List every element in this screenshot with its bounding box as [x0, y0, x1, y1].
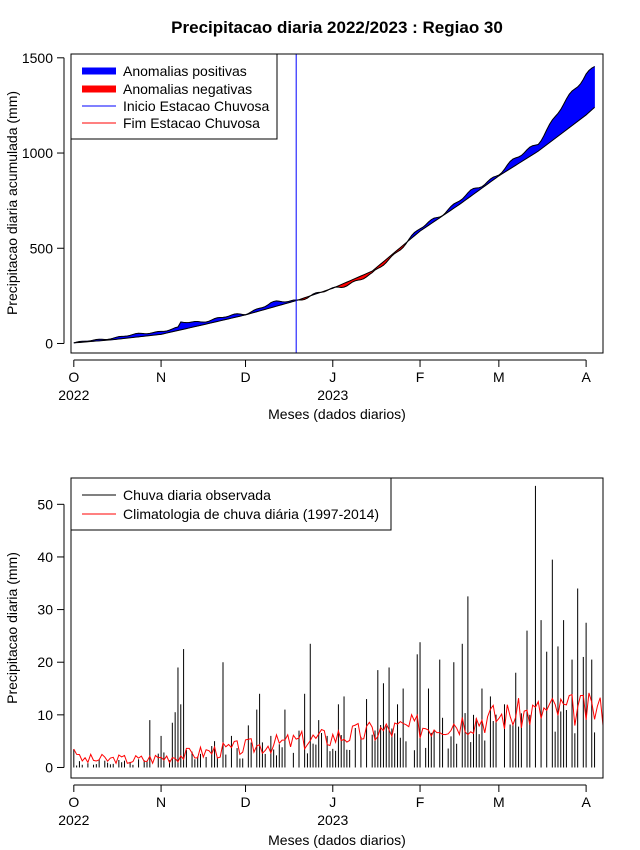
daily-chart: 0 10 20 30 40 50 O N D J F M A 2022 2023 Meses (dados…	[4, 477, 604, 848]
x-axis-label: Meses (dados diarios)	[268, 406, 406, 422]
bottom-x-tick-label: J	[329, 794, 336, 810]
climatology-daily-line	[73, 692, 604, 765]
climatology-line	[73, 692, 604, 765]
year-label: 2022	[58, 387, 89, 403]
x-tick-label: D	[240, 369, 250, 385]
legend-label-positive: Anomalias positivas	[123, 63, 247, 79]
chart-title: Precipitacao diaria 2022/2023 : Regiao 3…	[171, 18, 503, 37]
plot-frame	[70, 53, 604, 354]
x-tick-label: J	[329, 369, 336, 385]
accumulated-lines	[73, 66, 595, 344]
bottom-y-tick-label: 40	[37, 549, 53, 565]
bottom-year-label: 2022	[58, 812, 89, 828]
positive-anomaly-segment	[591, 66, 595, 111]
y-axis-bottom: 0 10 20 30 40 50	[37, 496, 65, 775]
climatology-accumulated-line	[73, 106, 595, 344]
bottom-x-tick-label: D	[240, 794, 250, 810]
positive-anomaly-segment	[568, 90, 573, 129]
bottom-y-tick-label: 10	[37, 707, 53, 723]
legend-label-negative: Anomalias negativas	[123, 81, 252, 97]
legend: Anomalias positivas Anomalias negativas …	[70, 53, 278, 140]
legend-label-observed: Chuva diaria observada	[123, 487, 271, 503]
positive-anomaly-segment	[577, 83, 581, 122]
legend-box-bottom	[70, 477, 392, 531]
y-tick-label: 1500	[22, 50, 53, 66]
legend-label-climatology: Climatologia de chuva diária (1997-2014)	[123, 506, 379, 522]
positive-anomaly-segment	[180, 321, 184, 331]
x-axis-label-bottom: Meses (dados diarios)	[268, 832, 406, 848]
positive-anomaly-segment	[580, 78, 584, 120]
bottom-x-tick-label: M	[493, 794, 505, 810]
positive-anomaly-segment	[571, 88, 576, 127]
x-tick-label: N	[156, 369, 166, 385]
bottom-y-tick-label: 20	[37, 654, 53, 670]
bottom-x-tick-label: O	[68, 794, 79, 810]
x-axis-bottom: O N D J F M A 2022 2023	[58, 784, 591, 828]
bottom-y-tick-label: 0	[45, 759, 53, 775]
x-tick-label: O	[68, 369, 79, 385]
bottom-y-tick-label: 30	[37, 602, 53, 618]
positive-anomaly-segment	[585, 69, 590, 116]
y-axis: 0 500 1000 1500	[22, 50, 65, 351]
year-label: 2023	[317, 387, 348, 403]
bottom-x-tick-label: A	[581, 794, 591, 810]
legend-bottom: Chuva diaria observada Climatologia de c…	[70, 477, 392, 531]
y-tick-label: 500	[30, 240, 54, 256]
x-tick-label: F	[416, 369, 425, 385]
x-tick-label: A	[581, 369, 591, 385]
observed-bars	[73, 485, 596, 768]
x-tick-label: M	[493, 369, 505, 385]
legend-label-start: Inicio Estacao Chuvosa	[123, 98, 270, 114]
y-tick-label: 0	[45, 335, 53, 351]
y-axis-label: Precipitacao diaria acumulada (mm)	[4, 91, 20, 315]
positive-anomaly-segment	[588, 67, 593, 114]
positive-anomaly-segment	[582, 73, 587, 118]
y-tick-label: 1000	[22, 145, 53, 161]
cumulative-chart: 0 500 1000 1500 O N D J F M A 2022 2023 Meses (dado…	[4, 50, 604, 422]
positive-anomaly-segment	[566, 93, 570, 131]
y-axis-label-bottom: Precipitacao diaria (mm)	[4, 552, 20, 704]
x-axis: O N D J F M A 2022 2023	[58, 359, 591, 403]
legend-label-end: Fim Estacao Chuvosa	[123, 115, 260, 131]
bottom-x-tick-label: N	[156, 794, 166, 810]
bottom-y-tick-label: 50	[37, 496, 53, 512]
positive-anomaly-segment	[554, 112, 559, 139]
positive-anomaly-segment	[574, 86, 578, 125]
bottom-x-tick-label: F	[416, 794, 425, 810]
bottom-year-label: 2023	[317, 812, 348, 828]
observed-accumulated-line	[73, 66, 595, 344]
